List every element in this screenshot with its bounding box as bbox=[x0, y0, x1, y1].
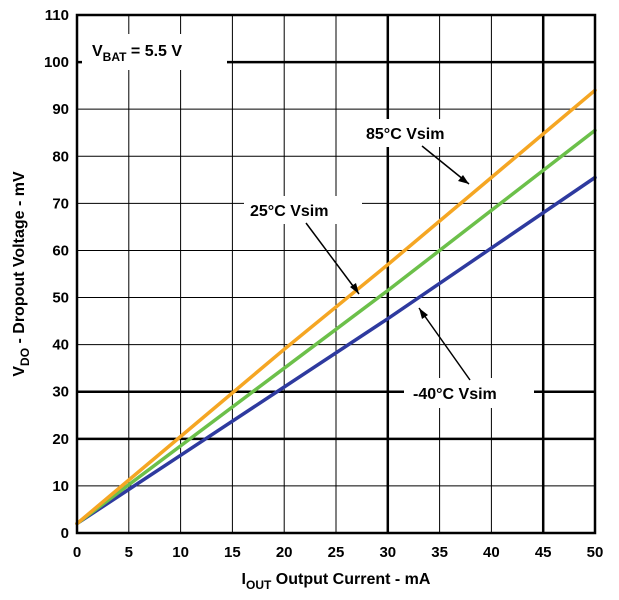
grid-lines bbox=[77, 15, 595, 533]
annotation-25c-label: 25°C Vsim bbox=[250, 203, 328, 220]
annotation-85c-label: 85°C Vsim bbox=[366, 126, 444, 143]
y-tick-label: 0 bbox=[61, 525, 69, 542]
x-tick-label: 50 bbox=[587, 544, 604, 561]
annotation-minus40c: -40°C Vsim bbox=[404, 307, 534, 408]
plot-frame bbox=[75, 13, 597, 535]
y-tick-label: 40 bbox=[52, 337, 69, 354]
y-tick-label: 10 bbox=[52, 478, 69, 495]
y-tick-label: 90 bbox=[52, 101, 69, 118]
annotation-25c-pointer bbox=[305, 222, 360, 295]
y-tick-label: 60 bbox=[52, 242, 69, 259]
condition-label: VBAT = 5.5 V bbox=[92, 43, 182, 64]
series-lines bbox=[75, 88, 597, 526]
x-tick-label: 0 bbox=[73, 544, 81, 561]
y-tick-label: 80 bbox=[52, 148, 69, 165]
x-axis-title: IOUT Output Current - mA bbox=[242, 571, 431, 592]
annotation-25c-bg bbox=[244, 196, 362, 224]
x-tick-label: 10 bbox=[172, 544, 189, 561]
y-axis-title: VDO - Dropout Voltage - mV bbox=[11, 171, 32, 377]
annotation-minus40c-bg bbox=[404, 378, 534, 408]
x-tick-label: 45 bbox=[535, 544, 552, 561]
x-tick-label: 5 bbox=[125, 544, 133, 561]
annotation-25c: 25°C Vsim bbox=[244, 196, 362, 295]
annotation-85c: 85°C Vsim bbox=[358, 119, 476, 185]
x-tick-label: 40 bbox=[483, 544, 500, 561]
y-tick-label: 70 bbox=[52, 195, 69, 212]
y-tick-label: 110 bbox=[45, 7, 69, 24]
x-tick-label: 20 bbox=[276, 544, 293, 561]
y-tick-label: 30 bbox=[52, 384, 69, 401]
annotation-85c-bg bbox=[358, 119, 476, 147]
x-tick-label: 30 bbox=[379, 544, 396, 561]
x-tick-label: 25 bbox=[328, 544, 345, 561]
annotation-minus40c-pointer bbox=[418, 307, 471, 381]
tick-labels: 0 5 10 15 20 25 30 35 40 45 50 0 10 20 30 40 50 60 70 80 90 1… bbox=[44, 7, 603, 561]
y-tick-label: 20 bbox=[52, 431, 69, 448]
annotation-minus40c-arrowhead bbox=[419, 308, 428, 319]
x-tick-label: 15 bbox=[224, 544, 241, 561]
annotation-85c-arrowhead bbox=[458, 175, 469, 184]
series-line-0 bbox=[75, 88, 597, 526]
series-line-2 bbox=[75, 175, 597, 526]
annotation-25c-arrowhead bbox=[350, 283, 359, 294]
x-tick-label: 35 bbox=[431, 544, 448, 561]
series-line-1 bbox=[75, 128, 597, 526]
condition-label-bg bbox=[82, 34, 227, 70]
y-tick-label: 50 bbox=[52, 290, 69, 307]
y-tick-label: 100 bbox=[44, 54, 69, 71]
annotation-minus40c-label: -40°C Vsim bbox=[413, 386, 497, 403]
